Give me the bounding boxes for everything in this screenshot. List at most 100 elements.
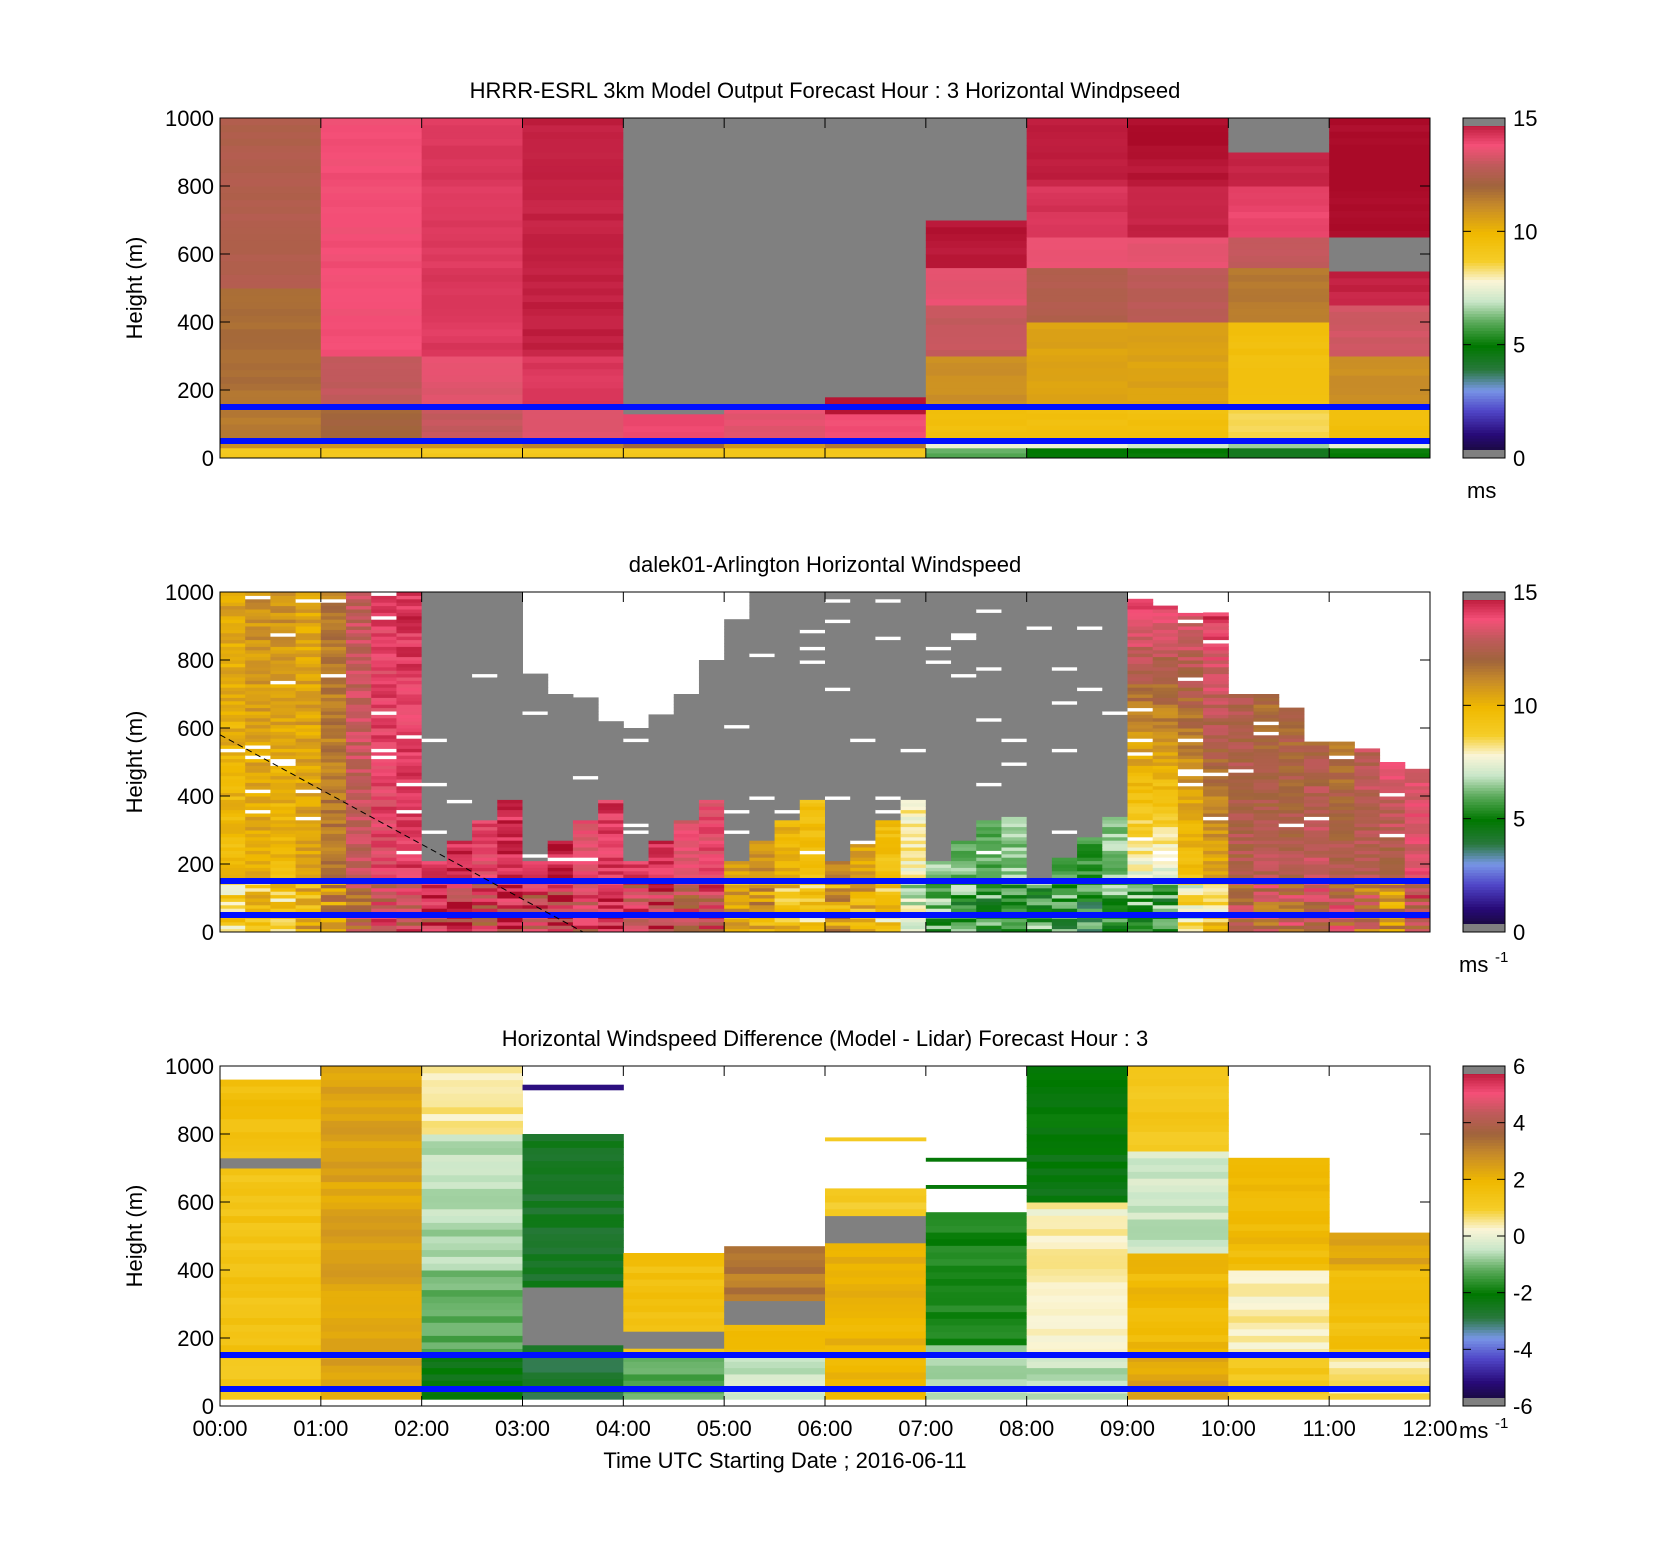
- data-cell: [421, 690, 448, 695]
- data-cell: [825, 425, 927, 433]
- data-cell: [1354, 819, 1381, 824]
- data-cell: [1177, 860, 1204, 865]
- data-cell: [421, 186, 523, 194]
- data-cell: [1127, 629, 1154, 634]
- data-cell: [976, 826, 1002, 831]
- data-cell: [673, 711, 700, 715]
- colorbar-swatch: [1463, 146, 1505, 150]
- colorbar-swatch: [1463, 183, 1505, 187]
- data-cell: [1051, 632, 1078, 637]
- data-cell: [900, 649, 927, 654]
- colorbar-swatch: [1463, 205, 1505, 210]
- data-cell: [799, 592, 826, 596]
- data-cell: [925, 928, 952, 932]
- data-cell: [724, 232, 826, 240]
- data-cell: [925, 394, 1028, 402]
- data-cell: [1354, 782, 1381, 787]
- data-cell: [1102, 673, 1128, 678]
- data-cell: [698, 785, 725, 790]
- data-cell: [547, 724, 574, 729]
- data-cell: [900, 816, 927, 821]
- data-cell: [724, 887, 750, 892]
- data-cell: [1152, 745, 1179, 749]
- data-cell: [270, 694, 297, 698]
- data-cell: [371, 925, 397, 930]
- data-cell: [623, 306, 725, 314]
- data-cell: [825, 288, 927, 296]
- data-cell: [220, 724, 246, 729]
- colorbar-swatch: [1463, 137, 1505, 142]
- data-cell: [421, 281, 523, 289]
- data-cell: [1303, 850, 1330, 855]
- data-cell: [220, 901, 246, 906]
- data-cell: [774, 833, 801, 838]
- data-cell: [320, 192, 423, 201]
- data-cell: [925, 758, 952, 763]
- data-cell: [1152, 816, 1179, 821]
- data-cell: [421, 891, 448, 896]
- data-cell: [925, 918, 952, 923]
- data-cell: [472, 626, 498, 630]
- data-cell: [245, 717, 271, 722]
- data-cell: [245, 731, 271, 736]
- data-cell: [472, 840, 498, 845]
- data-cell: [1051, 765, 1078, 770]
- data-cell: [1177, 887, 1204, 892]
- data-cell: [396, 643, 423, 647]
- data-cell: [346, 874, 372, 879]
- data-cell: [623, 393, 725, 401]
- data-cell: [320, 425, 423, 432]
- data-cell: [850, 700, 876, 705]
- data-cell: [220, 417, 322, 425]
- data-cell: [1127, 918, 1154, 923]
- data-cell: [598, 847, 624, 851]
- data-cell: [547, 802, 574, 807]
- data-cell: [1077, 755, 1103, 760]
- data-cell: [648, 714, 675, 719]
- data-cell: [1001, 789, 1028, 794]
- data-cell: [1001, 656, 1028, 661]
- data-cell: [749, 592, 776, 596]
- data-cell: [396, 738, 423, 743]
- data-cell: [371, 643, 397, 647]
- data-cell: [320, 670, 347, 675]
- data-cell: [421, 335, 523, 343]
- data-cell: [295, 925, 322, 930]
- data-cell: [1077, 731, 1103, 736]
- data-cell: [1203, 860, 1229, 865]
- data-cell: [446, 908, 473, 913]
- data-cell: [925, 745, 952, 749]
- data-cell: [421, 131, 523, 139]
- data-cell: [900, 707, 927, 712]
- data-cell: [446, 755, 473, 760]
- data-cell: [320, 836, 347, 841]
- data-cell: [1329, 447, 1430, 454]
- data-cell: [698, 802, 725, 807]
- data-cell: [648, 853, 675, 858]
- data-cell: [220, 294, 322, 303]
- data-cell: [547, 785, 574, 790]
- data-cell: [1228, 211, 1330, 219]
- data-cell: [850, 680, 876, 685]
- data-cell: [774, 898, 801, 902]
- data-cell: [799, 656, 826, 661]
- data-cell: [1354, 796, 1381, 800]
- data-cell: [749, 666, 776, 671]
- data-cell: [1026, 425, 1128, 432]
- data-cell: [220, 643, 246, 647]
- data-cell: [371, 629, 397, 634]
- data-cell: [421, 220, 523, 228]
- data-cell: [270, 595, 297, 600]
- data-cell: [1329, 898, 1355, 902]
- data-cell: [623, 864, 650, 868]
- data-cell: [421, 707, 448, 712]
- data-cell: [1329, 442, 1430, 449]
- data-cell: [421, 643, 448, 647]
- data-cell: [1177, 891, 1204, 896]
- data-cell: [1228, 775, 1255, 780]
- data-cell: [749, 670, 776, 675]
- data-cell: [522, 707, 549, 712]
- data-cell: [1026, 653, 1053, 658]
- data-cell: [900, 751, 927, 756]
- data-cell: [547, 908, 574, 913]
